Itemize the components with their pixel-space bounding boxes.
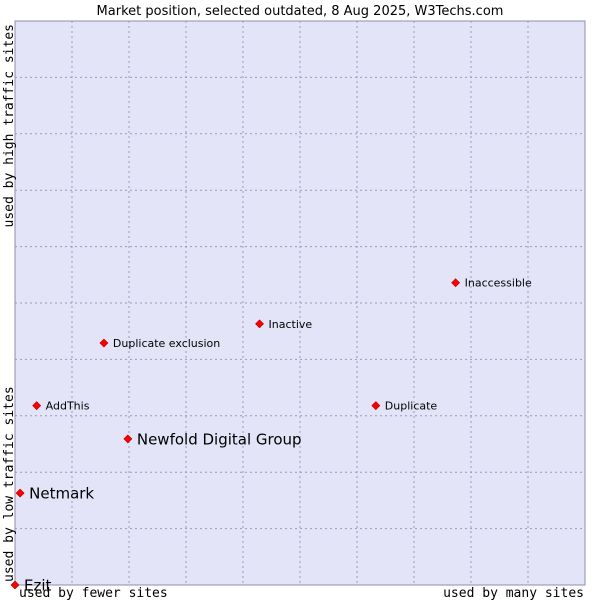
point-label: Ezit <box>24 577 52 595</box>
chart-title: Market position, selected outdated, 8 Au… <box>97 4 504 19</box>
point-label: Inactive <box>269 318 313 331</box>
y-axis-label-bottom: used by low traffic sites <box>2 386 17 582</box>
point-label: Inaccessible <box>465 277 532 290</box>
point-marker <box>451 278 461 288</box>
point-label: AddThis <box>46 400 90 413</box>
point-marker <box>99 338 109 348</box>
data-points: Inaccessible Inactive Duplicate exclusion A… <box>10 277 532 595</box>
y-axis-label-top: used by high traffic sites <box>2 24 17 228</box>
point-marker <box>123 434 133 444</box>
point-label: Duplicate exclusion <box>113 337 220 350</box>
point-marker <box>255 319 264 329</box>
point-label: Netmark <box>29 485 94 503</box>
x-axis-label-left: used by fewer sites <box>19 586 168 600</box>
point-marker <box>371 401 381 411</box>
point-label: Newfold Digital Group <box>137 430 302 448</box>
grid-lines <box>15 21 585 585</box>
point-marker <box>15 488 25 498</box>
point-marker <box>10 580 20 590</box>
point-marker <box>32 401 42 411</box>
x-axis-label-right: used by many sites <box>443 586 584 600</box>
point-label: Duplicate <box>385 400 438 413</box>
